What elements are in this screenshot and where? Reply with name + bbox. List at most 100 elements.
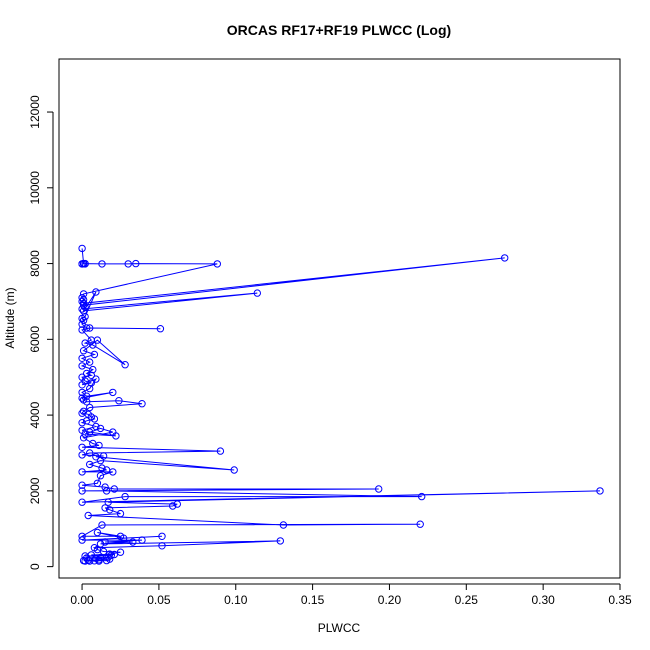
data-point: [78, 468, 86, 476]
data-point: [78, 381, 86, 389]
data-point: [79, 347, 88, 355]
data-point: [98, 260, 106, 268]
data-point: [90, 557, 99, 565]
data-point: [83, 324, 91, 332]
data-point: [230, 466, 238, 474]
data-point: [109, 428, 117, 436]
data-point: [138, 400, 146, 408]
data-point: [78, 532, 86, 540]
y-axis: 0 2000 4000 6000 8000 10000 12000: [28, 95, 54, 570]
x-tick-label: 0.35: [608, 593, 632, 607]
data-point: [129, 538, 137, 546]
data-point: [596, 487, 604, 495]
data-point: [98, 464, 106, 472]
data-point: [81, 557, 89, 565]
data-point: [78, 244, 86, 253]
data-point: [156, 325, 165, 333]
data-point: [78, 388, 86, 397]
plot-frame: [58, 58, 621, 579]
data-point: [86, 324, 94, 332]
data-point: [78, 419, 86, 427]
x-tick-label: 0.20: [378, 593, 402, 607]
data-point: [92, 375, 100, 383]
data-point: [79, 290, 88, 298]
data-point: [86, 449, 94, 457]
data-point: [78, 314, 86, 323]
data-point: [78, 260, 86, 268]
x-tick-label: 0.00: [70, 593, 94, 607]
data-point: [92, 288, 100, 296]
data-point: [79, 301, 88, 309]
series-line: [80, 248, 601, 562]
data-point: [86, 557, 94, 565]
data-point: [86, 384, 94, 393]
data-point: [101, 504, 109, 512]
data-point: [87, 371, 96, 379]
data-point: [99, 547, 108, 556]
data-point: [121, 492, 129, 501]
data-point: [158, 542, 166, 550]
data-point: [253, 289, 261, 297]
x-axis-label: PLWCC: [318, 621, 361, 635]
y-tick-label: 0: [28, 563, 42, 570]
data-point: [98, 521, 106, 529]
y-tick-label: 4000: [28, 401, 42, 428]
data-point: [81, 430, 89, 438]
data-point: [116, 509, 125, 518]
data-point: [102, 487, 111, 495]
data-point: [116, 548, 125, 556]
data-point: [96, 456, 105, 465]
data-point: [78, 320, 86, 328]
data-point: [86, 428, 94, 436]
data-point: [119, 534, 128, 542]
y-tick-label: 8000: [28, 250, 42, 277]
data-point: [213, 260, 222, 268]
data-point: [78, 326, 86, 334]
data-point: [92, 422, 100, 431]
data-point: [276, 537, 284, 545]
data-point: [81, 259, 89, 268]
data-point: [132, 259, 140, 268]
data-point: [109, 388, 117, 397]
data-point: [93, 528, 102, 537]
data-point: [78, 451, 86, 459]
data-point: [90, 415, 99, 423]
data-point: [418, 492, 426, 501]
data-point: [110, 550, 119, 559]
y-tick-label: 6000: [28, 326, 42, 353]
data-point: [79, 316, 88, 325]
data-point: [78, 354, 86, 362]
data-point: [78, 487, 86, 495]
x-axis: 0.00 0.05 0.10 0.15 0.20 0.25 0.30 0.35: [70, 583, 632, 607]
data-point: [110, 485, 119, 493]
data-point: [158, 532, 166, 540]
data-point: [83, 398, 91, 406]
data-point: [124, 260, 132, 268]
data-point: [78, 305, 86, 313]
x-tick-label: 0.10: [224, 593, 248, 607]
data-point: [93, 479, 102, 487]
data-point: [279, 521, 288, 529]
data-point: [93, 336, 102, 344]
y-tick-label: 12000: [28, 95, 42, 129]
data-point: [501, 254, 509, 262]
data-point: [78, 536, 86, 544]
data-point: [89, 341, 97, 349]
data-point: [96, 424, 105, 433]
data-point: [138, 536, 146, 544]
data-point: [78, 297, 86, 306]
data-point: [86, 403, 94, 412]
data-point: [375, 485, 383, 493]
y-tick-label: 10000: [28, 171, 42, 205]
x-tick-label: 0.15: [301, 593, 325, 607]
data-point: [78, 443, 86, 451]
data-point: [115, 397, 123, 405]
data-point: [81, 339, 89, 347]
data-point: [216, 447, 225, 455]
data-point: [173, 500, 182, 508]
data-point: [106, 506, 114, 514]
data-point: [96, 472, 105, 480]
data-point: [95, 441, 103, 450]
data-point: [102, 556, 111, 565]
